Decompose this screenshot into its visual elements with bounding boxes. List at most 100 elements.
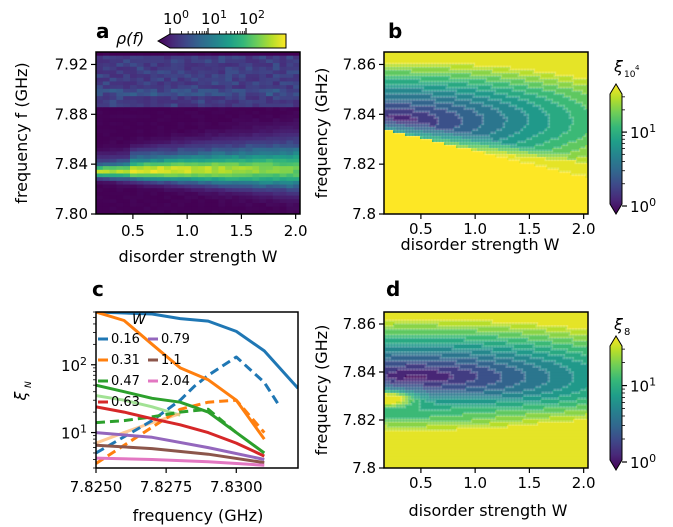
heat-cell (272, 99, 281, 105)
heat-cell (483, 157, 487, 161)
heat-cell (555, 88, 559, 92)
heat-cell (279, 136, 287, 141)
heat-cell (426, 202, 430, 206)
heat-cell (474, 118, 478, 122)
heat-cell (211, 188, 219, 193)
heat-cell (136, 144, 145, 149)
heat-cell (390, 139, 394, 143)
heat-cell (164, 180, 172, 186)
heat-cell (573, 154, 577, 158)
heat-cell (435, 61, 439, 65)
heat-cell (441, 76, 445, 80)
heat-cell (432, 190, 436, 194)
heat-cell (483, 142, 487, 146)
heat-cell (534, 193, 538, 197)
heat-cell (225, 99, 233, 105)
heat-cell (507, 181, 511, 185)
heat-cell (576, 133, 580, 137)
heat-cell (474, 154, 478, 158)
heat-cell (555, 106, 559, 110)
heat-cell (495, 94, 499, 98)
heat-cell (483, 166, 487, 170)
heat-cell (474, 211, 478, 214)
heat-cell (238, 110, 247, 116)
heat-cell (534, 58, 538, 62)
heat-cell (411, 70, 415, 74)
heat-cell (444, 67, 448, 71)
heat-cell (513, 76, 517, 80)
heat-cell (462, 109, 466, 113)
heat-cell (184, 155, 192, 160)
heat-cell (537, 112, 541, 116)
heat-cell (266, 125, 274, 130)
heat-cell (441, 64, 445, 68)
heat-cell (456, 79, 460, 83)
heat-cell (531, 163, 535, 167)
heat-cell (405, 151, 409, 155)
heat-cell (576, 82, 580, 86)
heat-cell (549, 91, 553, 95)
heat-cell (537, 55, 541, 59)
heat-cell (96, 202, 104, 208)
heat-cell (293, 66, 300, 72)
heat-cell (293, 147, 300, 153)
heat-cell (293, 133, 300, 138)
heat-cell (543, 58, 547, 62)
heat-cell (573, 115, 577, 119)
heat-cell (558, 52, 562, 56)
heat-cell (516, 58, 520, 62)
heat-cell (531, 157, 535, 161)
heat-cell (399, 169, 403, 173)
heat-cell (438, 76, 442, 80)
heat-cell (483, 175, 487, 179)
heat-cell (531, 61, 535, 65)
heat-cell (393, 163, 397, 167)
heat-cell (471, 121, 475, 125)
heat-cell (444, 70, 448, 74)
heat-cell (399, 52, 403, 56)
heat-cell (579, 178, 583, 182)
heat-cell (150, 118, 158, 123)
heat-cell (480, 73, 484, 77)
heat-cell (558, 76, 562, 80)
heat-cell (204, 114, 213, 119)
heat-cell (507, 85, 511, 89)
heat-cell (474, 184, 478, 188)
heat-cell (447, 151, 451, 155)
heat-cell (414, 139, 418, 143)
heat-cell (465, 181, 469, 185)
heat-cell (411, 151, 415, 155)
heat-cell (528, 130, 532, 134)
heat-cell (537, 109, 541, 113)
heat-cell (558, 211, 562, 214)
heat-cell (564, 91, 568, 95)
heat-cell (204, 92, 213, 97)
heat-cell (459, 118, 463, 122)
heat-cell (540, 157, 544, 161)
heat-cell (420, 70, 424, 74)
heat-cell (414, 154, 418, 158)
heat-cell (570, 88, 574, 92)
heat-cell (420, 52, 424, 56)
heat-cell (567, 58, 571, 62)
heat-cell (435, 172, 439, 176)
heat-cell (483, 103, 487, 107)
panel-a-heatmap (96, 52, 300, 214)
heat-cell (462, 70, 466, 74)
heat-cell (396, 109, 400, 113)
heat-cell (405, 55, 409, 59)
heat-cell (516, 169, 520, 173)
heat-cell (177, 81, 185, 86)
heat-cell (510, 106, 514, 110)
heat-cell (384, 73, 388, 77)
heat-cell (564, 154, 568, 158)
heat-cell (534, 79, 538, 83)
heat-cell (459, 79, 463, 83)
heat-cell (555, 142, 559, 146)
heat-cell (390, 109, 394, 113)
heat-cell (462, 106, 466, 110)
heat-cell (143, 188, 151, 193)
heat-cell (498, 202, 502, 206)
heat-cell (543, 73, 547, 77)
heat-cell (522, 118, 526, 122)
